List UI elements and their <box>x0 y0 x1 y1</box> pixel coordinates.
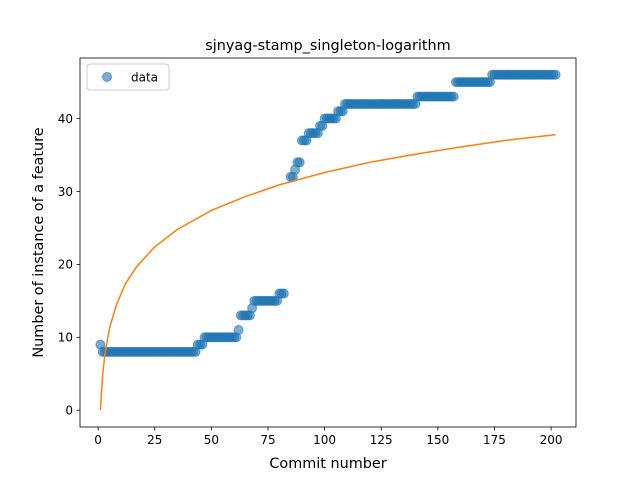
x-axis-label: Commit number <box>269 456 386 472</box>
x-tick-label: 50 <box>204 433 219 447</box>
x-tick-label: 125 <box>370 433 393 447</box>
x-tick-label: 75 <box>260 433 275 447</box>
x-tick-label: 100 <box>313 433 336 447</box>
x-tick-label: 175 <box>483 433 506 447</box>
y-tick-label: 0 <box>65 404 73 418</box>
data-point <box>449 92 458 101</box>
data-point <box>551 70 560 79</box>
y-tick-label: 30 <box>58 185 73 199</box>
legend: data <box>87 64 169 90</box>
data-point <box>295 158 304 167</box>
chart-title: sjnyag-stamp_singleton-logarithm <box>205 38 450 54</box>
y-axis-label: Number of instance of a feature <box>31 127 47 357</box>
y-tick-label: 20 <box>58 258 73 272</box>
legend-label-data: data <box>131 71 158 85</box>
data-point <box>234 326 243 335</box>
data-point <box>279 289 288 298</box>
legend-marker-data <box>103 73 112 82</box>
x-tick-label: 25 <box>147 433 162 447</box>
x-tick-label: 0 <box>94 433 102 447</box>
y-tick-label: 40 <box>58 112 73 126</box>
y-tick-label: 10 <box>58 331 73 345</box>
x-tick-label: 150 <box>426 433 449 447</box>
x-tick-label: 200 <box>540 433 563 447</box>
